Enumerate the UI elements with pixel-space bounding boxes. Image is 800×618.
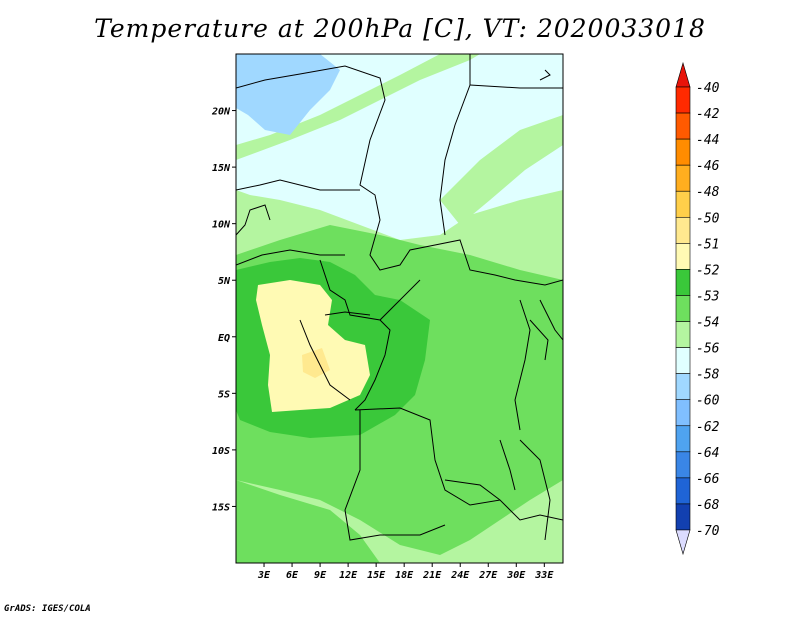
- colorbar-swatch: [675, 347, 691, 374]
- colorbar: -40 -42 -44 -46 -48 -50 -51 -52 -53 -54 -56 -58 -60 -…: [675, 61, 720, 556]
- border-line: [539, 299, 563, 341]
- colorbar-swatch: [675, 295, 691, 322]
- x-tick-label: 6E: [286, 570, 299, 581]
- colorbar-label: -66: [696, 472, 720, 487]
- chart-title: Temperature at 200hPa [C], VT: 202003301…: [94, 14, 706, 43]
- colorbar-swatch: [675, 399, 691, 427]
- x-tick-label: 9E: [314, 570, 327, 581]
- colorbar-label: -50: [696, 211, 720, 226]
- colorbar-swatch: [675, 190, 691, 218]
- border-line: [344, 410, 446, 541]
- border-line: [319, 259, 391, 411]
- colorbar-label: -70: [696, 524, 720, 539]
- colorbar-swatch: [675, 425, 691, 453]
- field-light-band-northeast: [440, 115, 563, 225]
- colorbar-label: -40: [696, 81, 720, 96]
- colorbar-swatch: [675, 138, 691, 166]
- border-line: [444, 479, 501, 501]
- border-line: [379, 279, 421, 321]
- map-frame: [235, 53, 564, 564]
- field-warm-core: [256, 280, 370, 412]
- colorbar-swatch: [675, 477, 691, 505]
- x-tick-label: 33E: [534, 570, 554, 581]
- border-line: [519, 439, 551, 541]
- country-borders: [236, 54, 563, 541]
- border-line: [529, 319, 549, 361]
- colorbar-bottom-arrow: [675, 529, 691, 556]
- x-tick-label: 24E: [450, 570, 470, 581]
- x-tick-label: 27E: [478, 570, 498, 581]
- colorbar-swatch: [675, 503, 691, 531]
- colorbar-label: -58: [696, 368, 720, 383]
- colorbar-swatch: [675, 373, 691, 401]
- border-line: [236, 204, 271, 236]
- colorbar-label: -54: [696, 316, 719, 331]
- y-tick-label: 15N: [212, 163, 231, 174]
- colorbar-label: -51: [696, 237, 719, 252]
- border-line: [324, 311, 371, 316]
- border-line: [539, 69, 551, 81]
- colorbar-swatch: [675, 269, 691, 296]
- colorbar-swatch: [675, 112, 691, 140]
- y-tick-label: 5S: [218, 389, 230, 400]
- border-line: [236, 65, 563, 286]
- y-tick-label: 10S: [212, 446, 230, 457]
- x-tick-label: 21E: [422, 570, 442, 581]
- field-coldest-northwest: [236, 54, 340, 135]
- colorbar-label: -60: [696, 394, 720, 409]
- colorbar-top-arrow: [675, 61, 691, 88]
- colorbar-label: -44: [696, 133, 719, 148]
- colorbar-swatch: [675, 216, 691, 244]
- y-tick-label: 5N: [218, 276, 231, 287]
- border-line: [236, 249, 345, 266]
- colorbar-label: -42: [696, 107, 720, 122]
- grads-credit: GrADS: IGES/COLA: [4, 604, 91, 614]
- map-axes: 3E 6E 9E 12E 15E 18E 21E 24E 27E 30E 33E 20N 15N 10N 5…: [211, 107, 554, 581]
- y-tick-label: 15S: [212, 502, 230, 513]
- border-line: [439, 54, 471, 236]
- x-tick-label: 15E: [367, 570, 386, 581]
- border-line: [499, 439, 516, 491]
- colorbar-label: -68: [696, 498, 720, 513]
- x-tick-label: 30E: [506, 570, 526, 581]
- border-line: [514, 299, 531, 431]
- y-tick-label: EQ: [218, 333, 230, 344]
- field-light-band-north: [236, 54, 480, 160]
- field-mid-band-southwest: [236, 480, 380, 563]
- colorbar-label: -64: [696, 446, 719, 461]
- border-line: [469, 84, 563, 89]
- x-tick-label: 18E: [395, 570, 414, 581]
- border-line: [354, 407, 563, 521]
- x-tick-label: 3E: [257, 570, 271, 581]
- colorbar-swatch: [675, 451, 691, 479]
- colorbar-label: -52: [696, 263, 720, 278]
- colorbar-swatch: [675, 243, 691, 270]
- y-tick-label: 20N: [211, 107, 231, 118]
- colorbar-label: -56: [696, 342, 720, 357]
- colorbar-label: -46: [696, 159, 720, 174]
- border-line: [236, 179, 360, 191]
- colorbar-swatch: [675, 164, 691, 192]
- temperature-field: [236, 54, 563, 563]
- colorbar-label: -48: [696, 185, 720, 200]
- colorbar-swatch: [675, 86, 691, 114]
- colorbar-swatch: [675, 321, 691, 348]
- colorbar-label: -62: [696, 420, 720, 435]
- y-tick-label: 10N: [212, 220, 231, 231]
- colorbar-label: -53: [696, 289, 719, 304]
- border-line: [299, 319, 351, 401]
- x-tick-label: 12E: [339, 570, 358, 581]
